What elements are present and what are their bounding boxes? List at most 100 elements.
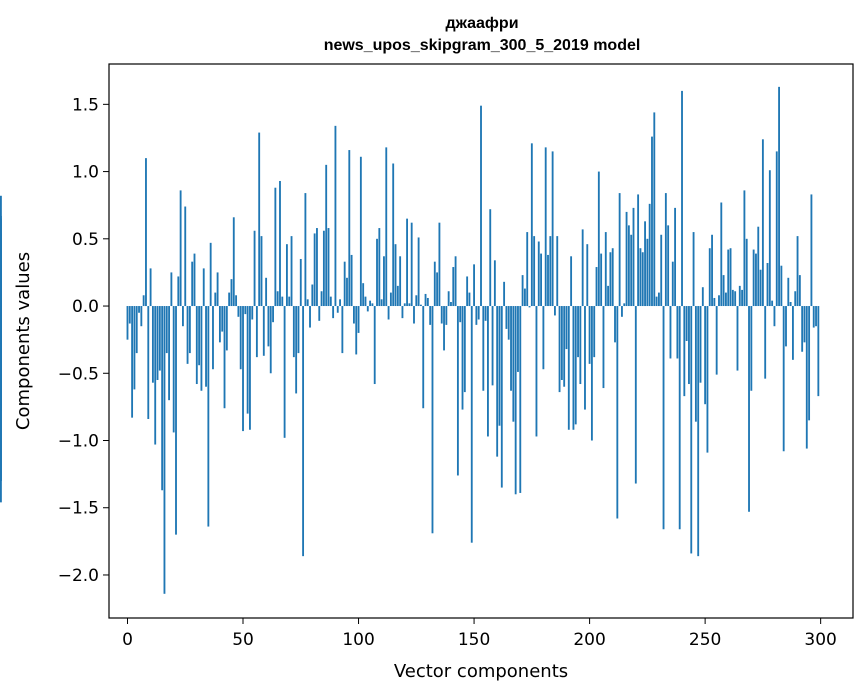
bar-component-288 <box>792 306 794 360</box>
y-tick-label: −1.5 <box>58 499 99 519</box>
bar-component-78 <box>306 299 309 307</box>
bar-component-49 <box>239 306 242 370</box>
bar-component-84 <box>320 291 323 307</box>
bar-component-214 <box>621 306 623 317</box>
bar-component-137 <box>443 306 445 351</box>
bar-component-62 <box>269 306 272 374</box>
bar-component-224 <box>644 221 646 307</box>
bar-component-185 <box>554 306 556 316</box>
bar-component-208 <box>607 285 610 307</box>
bar-component-298 <box>815 306 817 327</box>
bar-component-24 <box>182 306 184 327</box>
bar-component-230 <box>657 292 660 307</box>
bar-component-266 <box>741 289 744 307</box>
bar-component-97 <box>350 254 353 307</box>
bar-component-102 <box>362 283 365 307</box>
bar-component-241 <box>683 306 686 397</box>
bar-component-189 <box>563 306 566 387</box>
bar-component-161 <box>498 306 501 426</box>
bar-component-138 <box>445 306 448 325</box>
bar-component-53 <box>249 306 251 430</box>
bar-component-47 <box>235 295 238 307</box>
bar-component-79 <box>309 306 311 328</box>
bar-component-287 <box>789 302 792 307</box>
bar-component-215 <box>623 303 626 307</box>
bar-component-227 <box>651 136 653 307</box>
bar-component-43 <box>225 306 228 351</box>
bar-component-18 <box>168 306 170 401</box>
bar-component-252 <box>708 248 711 307</box>
bar-component-240 <box>681 90 683 307</box>
x-tick-label: 250 <box>689 630 721 650</box>
bar-component-173 <box>526 232 529 307</box>
bar-component-117 <box>396 285 399 307</box>
bar-component-41 <box>221 306 224 332</box>
bar-component-7 <box>142 295 145 307</box>
bar-component-74 <box>297 306 300 354</box>
bar-component-28 <box>191 261 194 307</box>
bar-component-190 <box>565 306 568 350</box>
bar-component-31 <box>198 306 201 366</box>
bar-component-109 <box>378 228 381 307</box>
y-tick-label: 1.0 <box>72 163 99 183</box>
bar-component-291 <box>798 275 801 307</box>
bar-component-12 <box>154 306 157 445</box>
bar-component-39 <box>216 272 219 307</box>
bar-component-121 <box>406 218 408 307</box>
chart-subtitle: news_upos_skipgram_300_5_2019 model <box>324 37 641 54</box>
bar-component-181 <box>544 147 547 307</box>
bar-component-256 <box>718 295 720 307</box>
bar-component-198 <box>584 306 586 410</box>
bar-component-276 <box>764 306 767 379</box>
bar-component-238 <box>676 306 679 359</box>
bar-component-289 <box>794 291 797 307</box>
bar-component-131 <box>429 306 432 325</box>
bar-component-2 <box>131 306 134 418</box>
bar-component-135 <box>438 222 441 307</box>
bar-component-93 <box>341 306 344 354</box>
bar-component-20 <box>172 306 175 433</box>
bar-component-178 <box>537 241 540 307</box>
bar-component-155 <box>484 306 487 321</box>
bar-component-167 <box>512 306 515 422</box>
bar-component-157 <box>489 209 492 307</box>
bar-component-174 <box>528 306 531 308</box>
bar-component-96 <box>348 150 351 307</box>
bar-component-218 <box>630 234 633 307</box>
bar-component-166 <box>510 306 512 391</box>
bar-component-210 <box>611 248 614 307</box>
bar-component-108 <box>376 238 378 307</box>
bar-component-88 <box>329 296 332 307</box>
bar-component-15 <box>161 306 164 491</box>
bar-component-223 <box>641 252 644 307</box>
y-axis-ticks: 1.5 1.0 0.5 0.0 −0.5 −1.0 −1.5 −2.0 <box>58 95 109 586</box>
bar-component-undefined <box>0 218 2 307</box>
bar-component-54 <box>251 306 254 320</box>
bar-component-89 <box>332 306 335 319</box>
bar-component-168 <box>514 306 517 495</box>
bar-component-123 <box>410 222 413 307</box>
bar-component-110 <box>380 299 383 307</box>
bar-component-60 <box>265 277 268 307</box>
bar-component-115 <box>392 163 395 307</box>
bar-component-283 <box>780 265 783 307</box>
bar-component-206 <box>602 306 605 389</box>
bar-component-225 <box>646 238 649 307</box>
bar-component-143 <box>456 306 459 476</box>
bar-component-274 <box>759 269 762 307</box>
bar-component-219 <box>632 207 635 307</box>
bar-component-239 <box>678 306 681 530</box>
bar-component-107 <box>373 306 376 385</box>
bar-component-71 <box>290 236 293 307</box>
bar-component-162 <box>500 306 503 488</box>
bar-component-69 <box>285 244 288 307</box>
bar-component-65 <box>276 291 279 307</box>
bar-component-90 <box>334 125 337 307</box>
bar-component-258 <box>722 275 725 307</box>
bar-component-275 <box>761 139 764 307</box>
bar-component-222 <box>639 248 642 307</box>
bar-component-243 <box>688 306 690 385</box>
bar-component-114 <box>389 292 392 307</box>
bar-component-237 <box>674 207 677 307</box>
bar-component-32 <box>200 306 203 391</box>
